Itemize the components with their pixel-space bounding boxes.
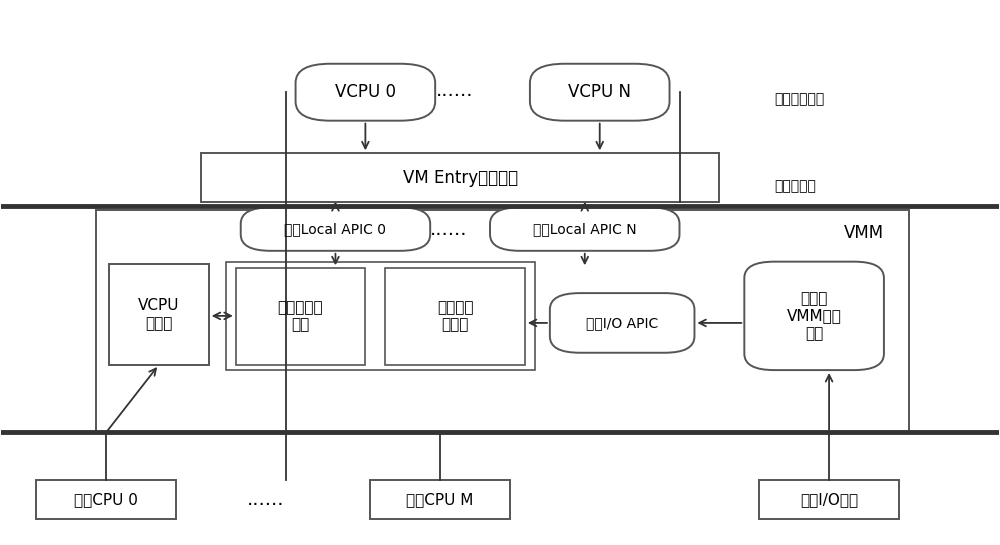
Text: 物理CPU 0: 物理CPU 0: [74, 492, 138, 507]
Text: 自主中断
决策器: 自主中断 决策器: [437, 300, 473, 332]
Text: 增量时间片
生成: 增量时间片 生成: [278, 300, 323, 332]
Bar: [96, 210, 909, 432]
Text: 设备的
VMM中断
处理: 设备的 VMM中断 处理: [787, 291, 842, 341]
Bar: [226, 262, 535, 370]
Bar: [236, 268, 365, 365]
Bar: [370, 480, 510, 519]
Bar: [759, 480, 899, 519]
Bar: [36, 480, 176, 519]
FancyBboxPatch shape: [744, 262, 884, 370]
Text: ......: ......: [247, 489, 284, 508]
FancyBboxPatch shape: [490, 208, 679, 251]
Text: 虚拟I/O APIC: 虚拟I/O APIC: [586, 316, 658, 330]
Text: VCPU 0: VCPU 0: [335, 83, 396, 101]
FancyBboxPatch shape: [550, 293, 694, 353]
Text: 物理CPU M: 物理CPU M: [406, 492, 474, 507]
Bar: [201, 153, 719, 202]
Text: 虚拟Local APIC N: 虚拟Local APIC N: [533, 222, 637, 236]
Text: 非根操作模式: 非根操作模式: [774, 92, 824, 106]
FancyBboxPatch shape: [530, 64, 670, 120]
Text: VM Entry中断注入: VM Entry中断注入: [403, 168, 518, 186]
FancyBboxPatch shape: [241, 208, 430, 251]
Text: 根操作模式: 根操作模式: [774, 179, 816, 193]
Text: 虚拟Local APIC 0: 虚拟Local APIC 0: [284, 222, 386, 236]
Text: VCPU N: VCPU N: [568, 83, 631, 101]
Text: 物理I/O设备: 物理I/O设备: [800, 492, 858, 507]
Text: VMM: VMM: [844, 223, 884, 241]
Text: ......: ......: [436, 81, 474, 100]
Bar: [385, 268, 525, 365]
FancyBboxPatch shape: [296, 64, 435, 120]
Text: ......: ......: [429, 220, 467, 239]
Text: VCPU
调度器: VCPU 调度器: [138, 298, 180, 331]
Bar: [109, 264, 209, 365]
